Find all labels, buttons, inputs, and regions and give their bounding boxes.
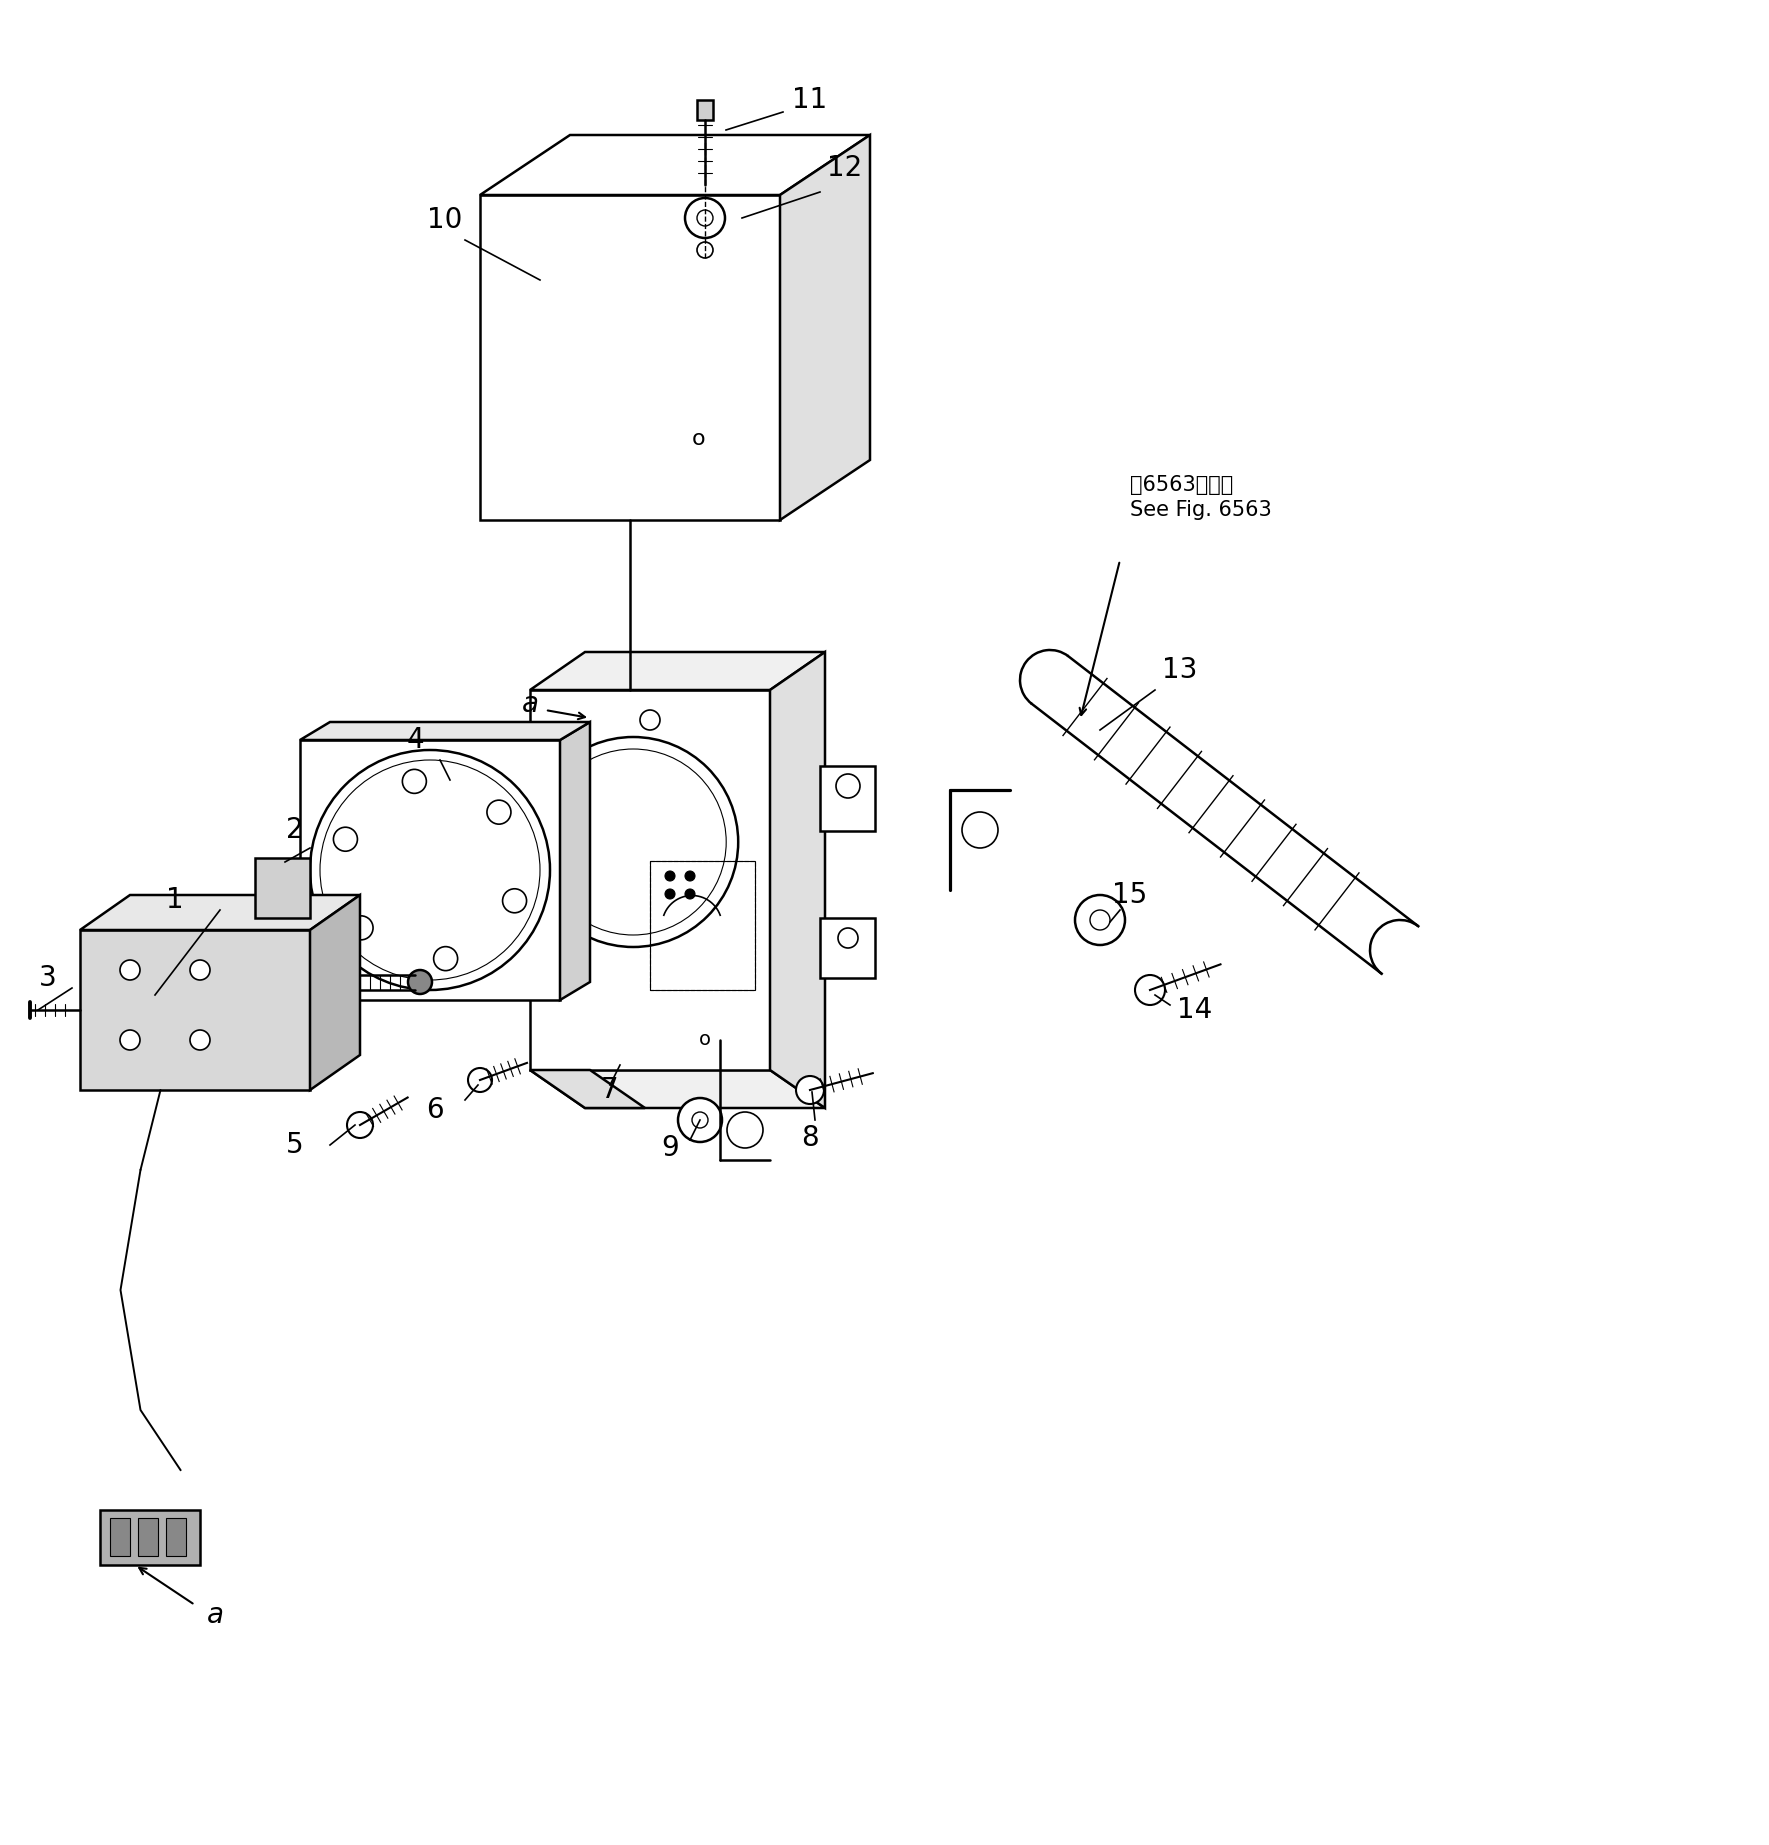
Text: See Fig. 6563: See Fig. 6563	[1130, 500, 1272, 520]
Circle shape	[529, 736, 738, 946]
Text: 6: 6	[426, 1096, 444, 1124]
Circle shape	[315, 974, 325, 985]
Text: 第6563図参照: 第6563図参照	[1130, 474, 1233, 494]
Bar	[110, 1518, 129, 1555]
Circle shape	[727, 1113, 762, 1148]
Circle shape	[469, 1068, 492, 1092]
Bar	[101, 1509, 200, 1565]
Polygon shape	[561, 721, 591, 1000]
Text: 3: 3	[39, 963, 57, 993]
Text: 14: 14	[1178, 996, 1212, 1024]
Polygon shape	[310, 895, 361, 1090]
Text: 7: 7	[601, 1076, 619, 1103]
Bar	[479, 196, 780, 520]
Circle shape	[685, 889, 695, 899]
Circle shape	[409, 970, 432, 994]
Circle shape	[315, 952, 325, 963]
Text: 5: 5	[287, 1131, 304, 1159]
Circle shape	[486, 801, 511, 825]
Bar	[821, 919, 876, 978]
Text: 4: 4	[407, 725, 425, 755]
Circle shape	[336, 952, 348, 963]
Polygon shape	[531, 1070, 646, 1109]
Text: 2: 2	[287, 815, 304, 843]
Circle shape	[685, 871, 695, 882]
Circle shape	[189, 1030, 211, 1050]
Circle shape	[685, 197, 725, 238]
Polygon shape	[531, 1070, 824, 1109]
Circle shape	[402, 769, 426, 793]
Circle shape	[1076, 895, 1125, 945]
Circle shape	[692, 1113, 708, 1127]
Bar	[255, 858, 310, 919]
Polygon shape	[301, 721, 591, 740]
Circle shape	[796, 1076, 824, 1103]
Circle shape	[1090, 910, 1109, 930]
Circle shape	[348, 915, 373, 939]
Bar	[301, 740, 561, 1000]
Circle shape	[678, 1098, 722, 1142]
Circle shape	[433, 946, 458, 970]
Circle shape	[1136, 974, 1166, 1006]
Circle shape	[120, 959, 140, 980]
Circle shape	[333, 827, 357, 851]
Polygon shape	[531, 651, 824, 690]
Circle shape	[320, 760, 540, 980]
Text: a: a	[522, 690, 538, 718]
Bar	[821, 766, 876, 830]
Text: a: a	[207, 1601, 223, 1629]
Bar	[531, 690, 770, 1070]
Text: 15: 15	[1113, 882, 1148, 910]
Circle shape	[189, 959, 211, 980]
Polygon shape	[780, 135, 870, 520]
Text: 12: 12	[828, 153, 863, 183]
Circle shape	[310, 751, 550, 991]
Circle shape	[697, 210, 713, 225]
Circle shape	[839, 928, 858, 948]
Bar	[697, 100, 713, 120]
Text: 13: 13	[1162, 657, 1198, 684]
Polygon shape	[770, 651, 824, 1109]
Bar	[649, 862, 755, 991]
Circle shape	[540, 749, 727, 935]
Bar	[80, 930, 310, 1090]
Text: 10: 10	[428, 207, 463, 234]
Circle shape	[665, 889, 676, 899]
Circle shape	[837, 775, 860, 799]
Circle shape	[665, 871, 676, 882]
Text: 1: 1	[166, 886, 184, 913]
Circle shape	[120, 1030, 140, 1050]
Circle shape	[347, 1113, 373, 1138]
Circle shape	[697, 242, 713, 258]
Circle shape	[640, 710, 660, 731]
Text: 8: 8	[801, 1124, 819, 1151]
Polygon shape	[479, 135, 870, 196]
Bar	[166, 1518, 186, 1555]
Circle shape	[502, 889, 527, 913]
Text: o: o	[692, 428, 706, 448]
Text: 9: 9	[662, 1135, 679, 1162]
Circle shape	[962, 812, 998, 849]
Polygon shape	[80, 895, 361, 930]
Text: o: o	[699, 1030, 711, 1050]
Text: 11: 11	[793, 87, 828, 114]
Circle shape	[336, 974, 348, 985]
Bar	[138, 1518, 157, 1555]
